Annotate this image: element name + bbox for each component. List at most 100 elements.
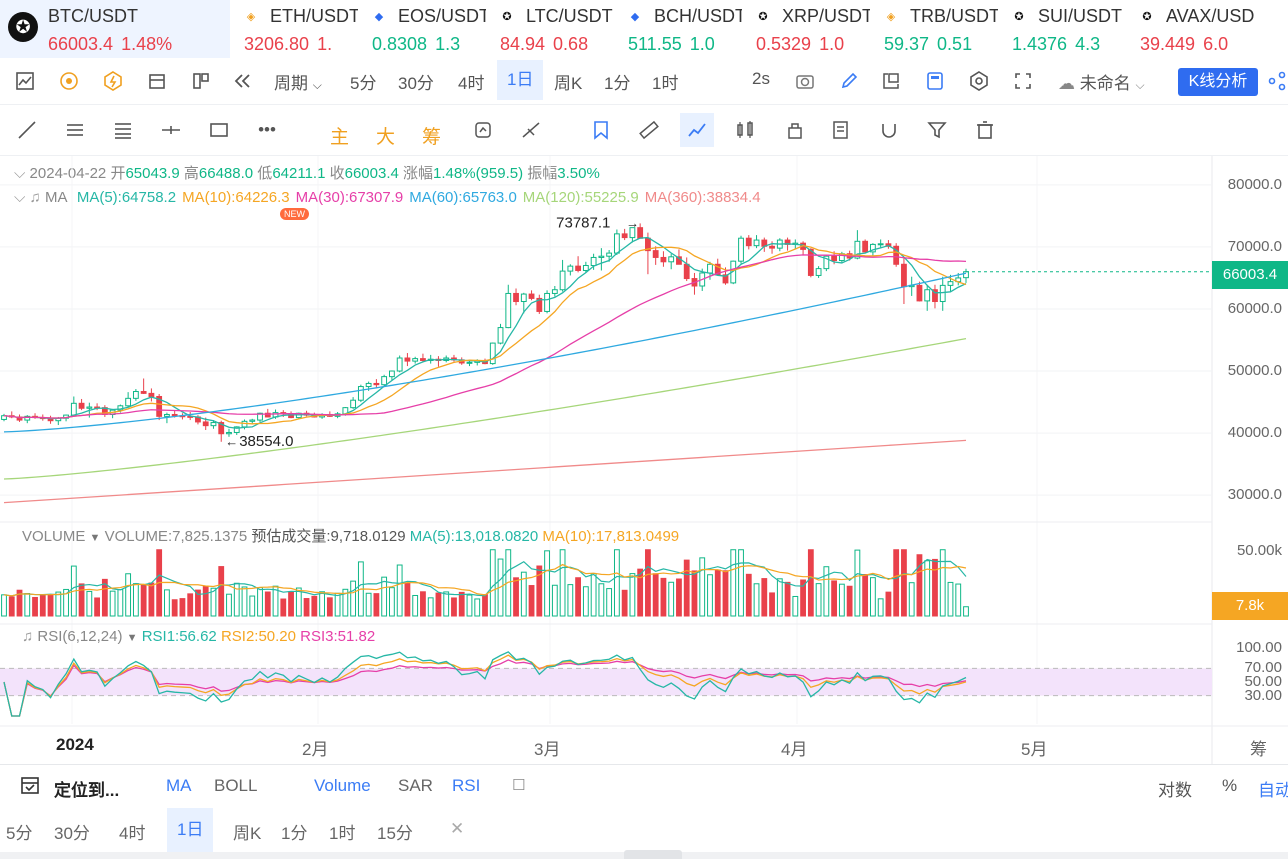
volume-bar (8, 596, 15, 617)
filter-icon[interactable] (926, 119, 948, 141)
share-frame-icon[interactable] (880, 70, 902, 92)
candle-body (590, 256, 597, 267)
refresh-rate[interactable]: 2s (752, 69, 770, 88)
volume-bar (776, 578, 783, 617)
volume-bar (101, 578, 108, 617)
right-arrow-icon: → (626, 215, 639, 230)
interval-3[interactable]: 1日 (497, 60, 544, 100)
trendline-icon[interactable] (16, 119, 38, 141)
collapse-handle[interactable] (624, 850, 682, 859)
trash-icon[interactable] (974, 119, 996, 141)
volume-bar (264, 591, 271, 617)
fullscreen-icon[interactable] (1012, 70, 1034, 92)
bottom-interval-5[interactable]: 1分 (281, 824, 308, 843)
locate-button[interactable]: 定位到... (54, 781, 120, 800)
ticker-symbol: BCH/USDT (654, 6, 742, 26)
edit-icon[interactable] (838, 70, 860, 92)
interval-2[interactable]: 4时 (458, 74, 485, 93)
ticker-2[interactable]: ◆ EOS/USDT 0.8308 1.3 (358, 0, 486, 58)
layout-icon[interactable] (146, 70, 168, 92)
ticker-change: 1.0 (819, 34, 845, 54)
bottom-interval-7[interactable]: 15分 (377, 824, 413, 843)
ticker-1[interactable]: ◈ ETH/USDT 3206.80 1. (230, 0, 358, 58)
volume-bar (94, 597, 101, 617)
interval-1[interactable]: 30分 (398, 74, 434, 93)
ticker-3[interactable]: ✪ LTC/USDT 84.94 0.68 (486, 0, 614, 58)
ma360-line (3, 439, 967, 504)
chip-tool[interactable]: 筹 (422, 127, 442, 148)
flash-icon[interactable] (102, 70, 124, 92)
measure-icon[interactable] (520, 119, 542, 141)
collapse-icon[interactable]: ⌵ (14, 189, 26, 206)
edit-indicators-icon[interactable]: ☐ (512, 777, 526, 794)
share-icon[interactable] (1266, 70, 1288, 92)
ma-toggle[interactable]: MA (166, 776, 192, 795)
ticker-8[interactable]: ✪ AVAX/USDT 39.449 6.0 (1126, 0, 1254, 58)
big-trade-tool[interactable]: 大 (376, 127, 396, 148)
note-icon[interactable] (830, 119, 852, 141)
interval-5[interactable]: 1分 (604, 74, 631, 93)
replay-icon[interactable] (232, 70, 254, 92)
lock-icon[interactable] (784, 119, 806, 141)
chart-type-icon[interactable] (14, 70, 36, 92)
chart-name-dropdown[interactable]: ☁ 未命名 ⌵ (1058, 69, 1145, 94)
collapse-icon[interactable]: ⌵ (14, 165, 26, 182)
ticker-4[interactable]: ◆ BCH/USDT 511.55 1.0 (614, 0, 742, 58)
ticker-5[interactable]: ✪ XRP/USDT 0.5329 1.0 (742, 0, 870, 58)
percent-scale-toggle[interactable]: % (1222, 776, 1238, 795)
parallel-lines-icon[interactable] (64, 119, 86, 141)
bell-icon[interactable]: ♫ (22, 628, 34, 645)
calculator-icon[interactable] (924, 70, 946, 92)
sar-toggle[interactable]: SAR (398, 776, 433, 795)
settings-icon[interactable] (968, 70, 990, 92)
rectangle-icon[interactable] (208, 119, 230, 141)
kline-analysis-button[interactable]: K线分析 (1178, 68, 1258, 96)
interval-0[interactable]: 5分 (350, 74, 377, 93)
bottom-interval-6[interactable]: 1时 (329, 824, 356, 843)
ticker-price: 1.4376 (1012, 34, 1068, 54)
ticker-0[interactable]: ✪ BTC/USDT 66003.4 1.48% (0, 0, 230, 58)
triangle-down-icon[interactable]: ▼ (126, 632, 138, 644)
bottom-interval-0[interactable]: 5分 (6, 824, 33, 843)
volume-bar (381, 576, 388, 617)
camera-icon[interactable] (794, 70, 816, 92)
close-icon[interactable]: ✕ (450, 819, 465, 838)
interval-6[interactable]: 1时 (652, 74, 679, 93)
volume-bar (365, 592, 372, 617)
main-indicator-tool[interactable]: 主 (330, 127, 350, 148)
volume-ma5-line (3, 558, 967, 597)
bell-icon[interactable]: ♫ (29, 189, 41, 206)
volume-bar (513, 577, 519, 617)
auto-scale-toggle[interactable]: 自动 (1258, 781, 1288, 800)
more-icon[interactable]: ••• (258, 120, 276, 139)
sync-icon[interactable] (472, 119, 494, 141)
ticker-change: 0.51 (937, 34, 973, 54)
fib-lines-icon[interactable] (112, 119, 134, 141)
horizontal-line-icon[interactable] (160, 119, 182, 141)
bottom-interval-4[interactable]: 周K (233, 824, 262, 843)
log-scale-toggle[interactable]: 对数 (1158, 781, 1192, 800)
candle-body (769, 245, 775, 249)
rsi-toggle[interactable]: RSI (452, 776, 481, 795)
brush-icon[interactable] (680, 113, 714, 147)
estimated-volume: 预估成交量:9,718.0129 (251, 528, 406, 545)
signal-icon[interactable] (58, 70, 80, 92)
candle-tool-icon[interactable] (734, 119, 756, 141)
calendar-icon[interactable] (20, 775, 40, 800)
volume-bar (582, 586, 589, 617)
ticker-6[interactable]: ◈ TRB/USDT 59.37 0.51 (870, 0, 998, 58)
bookmark-icon[interactable] (590, 119, 612, 141)
period-dropdown[interactable]: 周期 ⌵ (274, 69, 322, 94)
magnet-icon[interactable] (878, 119, 900, 141)
ticker-7[interactable]: ✪ SUI/USDT 1.4376 4.3 (998, 0, 1126, 58)
boll-toggle[interactable]: BOLL (214, 776, 258, 795)
volume-toggle[interactable]: Volume (314, 776, 371, 795)
columns-icon[interactable] (190, 70, 212, 92)
triangle-down-icon[interactable]: ▼ (89, 532, 101, 544)
bottom-interval-3[interactable]: 1日 (167, 808, 214, 852)
bottom-interval-1[interactable]: 30分 (54, 824, 90, 843)
interval-4[interactable]: 周K (554, 74, 583, 93)
bottom-interval-2[interactable]: 4时 (119, 824, 146, 843)
ruler-icon[interactable] (638, 119, 660, 141)
